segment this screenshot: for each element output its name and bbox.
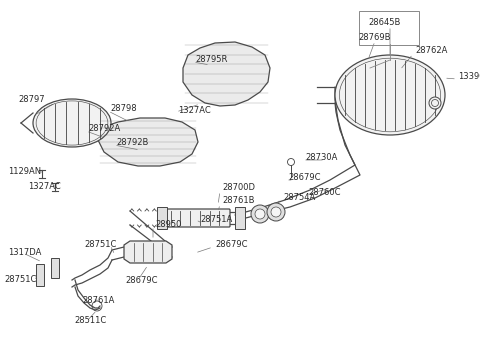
Text: 28679C: 28679C — [288, 173, 321, 182]
Text: 28950: 28950 — [155, 220, 181, 229]
Ellipse shape — [335, 55, 445, 135]
Text: 1317DA: 1317DA — [8, 248, 41, 257]
Text: 28792A: 28792A — [88, 124, 120, 133]
Text: 28751C: 28751C — [84, 240, 116, 249]
Text: 1129AN: 1129AN — [8, 167, 41, 176]
Polygon shape — [98, 118, 198, 166]
Text: 28645B: 28645B — [369, 18, 401, 27]
Text: 28798: 28798 — [110, 104, 137, 113]
Bar — [235, 207, 245, 229]
Text: 1339CD: 1339CD — [458, 72, 480, 81]
Text: 28769B: 28769B — [359, 33, 391, 42]
FancyBboxPatch shape — [160, 209, 230, 227]
Bar — [157, 207, 167, 229]
Ellipse shape — [255, 209, 265, 219]
Text: 28762A: 28762A — [415, 46, 447, 55]
Text: 1327AC: 1327AC — [28, 182, 61, 191]
Text: 28679C: 28679C — [215, 240, 248, 249]
Text: 28751C: 28751C — [4, 275, 36, 284]
Text: 28761A: 28761A — [82, 296, 114, 305]
Text: 28795R: 28795R — [195, 55, 228, 64]
Text: 28679C: 28679C — [125, 276, 157, 285]
Text: 1327AC: 1327AC — [178, 106, 211, 115]
Text: 28730A: 28730A — [305, 153, 337, 162]
Text: 28511C: 28511C — [74, 316, 106, 325]
Ellipse shape — [267, 203, 285, 221]
Polygon shape — [183, 42, 270, 106]
Text: 28761B: 28761B — [222, 196, 254, 205]
Text: 28760C: 28760C — [308, 188, 340, 197]
Text: 28792B: 28792B — [116, 138, 148, 147]
Ellipse shape — [429, 97, 441, 109]
Ellipse shape — [33, 99, 111, 147]
Ellipse shape — [271, 207, 281, 217]
Bar — [51, 258, 59, 278]
Bar — [36, 264, 44, 286]
Ellipse shape — [251, 205, 269, 223]
Polygon shape — [124, 241, 172, 263]
Text: 28700D: 28700D — [222, 183, 255, 192]
Text: 28797: 28797 — [18, 95, 45, 104]
Text: 28751A: 28751A — [200, 215, 232, 224]
Text: 28754A: 28754A — [283, 193, 315, 202]
